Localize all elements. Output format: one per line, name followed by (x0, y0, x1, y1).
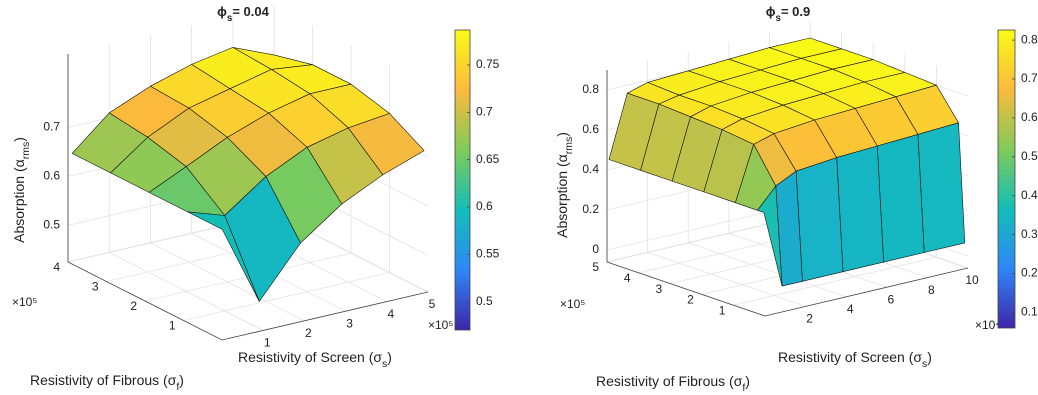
z-axis-label-part: Absorption (α (554, 154, 570, 238)
z-axis-label-part: Absorption (α (11, 159, 27, 243)
x-tick-label: 3 (346, 316, 353, 330)
y-axis-label-part: f (742, 382, 745, 394)
z-tick-label: 0.6 (43, 169, 60, 183)
colorbar-tick-label: 0.8 (1021, 32, 1038, 46)
x-tick-label: 2 (806, 312, 813, 326)
x-axis-label: Resistivity of Screen (σs) (238, 349, 392, 370)
y-axis-label: Resistivity of Fibrous (σf) (596, 373, 750, 394)
x-axis-label-part: ) (387, 349, 392, 365)
y-tick-label: 4 (624, 271, 631, 285)
surface-patch (795, 157, 844, 282)
y-axis-label-part: ) (179, 372, 184, 388)
colorbar-tick-label: 0.4 (1021, 188, 1038, 202)
x-exponent: ×10⁴ (975, 318, 1001, 332)
axis-line (606, 261, 969, 317)
colorbar-tick-label: 0.65 (476, 152, 500, 166)
y-tick-label: 1 (719, 303, 726, 317)
chart-title-part: = 0.04 (232, 4, 269, 19)
colorbar-tick-label: 0.7 (476, 105, 493, 119)
x-exponent: ×10⁵ (428, 318, 453, 332)
z-tick-label: 0.4 (582, 162, 599, 176)
axis-line (67, 261, 429, 341)
x-axis-label-part: Resistivity of Screen (σ (238, 349, 382, 365)
colorbar-tick-label: 0.5 (476, 294, 493, 308)
chart-title-part: ϕ (217, 4, 227, 19)
z-axis-label: Absorption (αrms) (11, 137, 32, 243)
y-axis-label-part: ) (745, 373, 750, 389)
surface-patch (876, 134, 925, 263)
x-tick-label: 4 (387, 307, 394, 321)
colorbar-tick-label: 0.3 (1021, 227, 1038, 241)
y-exponent: ×10⁵ (12, 295, 37, 309)
x-tick-label: 6 (887, 292, 894, 306)
colorbar-tick-label: 0.2 (1021, 266, 1038, 280)
y-tick-label: 1 (169, 319, 176, 333)
x-axis-label-part: s (922, 358, 927, 370)
z-tick-label: 0.2 (582, 202, 599, 216)
y-tick-label: 3 (92, 280, 99, 294)
colorbar-tick-label: 0.6 (476, 199, 493, 213)
z-axis-label-part: ) (11, 137, 27, 142)
z-axis-label-part: rms (20, 142, 32, 160)
colorbar-tick-label: 0.55 (476, 246, 500, 260)
y-exponent: ×10⁵ (560, 297, 585, 311)
y-axis-label-part: Resistivity of Fibrous (σ (596, 373, 743, 389)
surface-patch (757, 185, 783, 287)
y-axis-label: Resistivity of Fibrous (σf) (30, 372, 184, 393)
z-axis-label-part: ) (554, 132, 570, 137)
y-axis-label-part: f (176, 381, 179, 393)
z-tick-label: 0.7 (43, 120, 60, 134)
z-tick-label: 0 (592, 242, 599, 256)
colorbar (997, 29, 1016, 329)
y-tick-label: 4 (53, 260, 60, 274)
x-axis-label: Resistivity of Screen (σs) (778, 349, 932, 370)
z-tick-label: 0.5 (43, 217, 60, 231)
x-tick-label: 8 (928, 283, 935, 297)
x-axis-label-part: s (382, 358, 387, 370)
z-axis-label: Absorption (αrms) (554, 132, 575, 238)
surface-patch (836, 145, 884, 273)
colorbar-tick-label: 0.5 (1021, 149, 1038, 163)
z-tick-label: 0.8 (582, 82, 599, 96)
x-tick-label: 10 (965, 273, 979, 287)
colorbar-tick-label: 0.7 (1021, 71, 1038, 85)
colorbar-tick-label: 0.6 (1021, 110, 1038, 124)
x-axis-label-part: Resistivity of Screen (σ (778, 349, 922, 365)
x-tick-label: 4 (847, 302, 854, 316)
colorbar-tick-label: 0.1 (1021, 305, 1038, 319)
colorbar-tick-label: 0.75 (476, 57, 500, 71)
chart-title-part: s (227, 13, 233, 24)
y-tick-label: 2 (130, 299, 137, 313)
x-tick-label: 1 (264, 336, 271, 350)
surface-patch (187, 211, 260, 302)
colorbar (454, 29, 471, 331)
y-axis-label-part: Resistivity of Fibrous (σ (30, 372, 177, 388)
x-axis-label-part: ) (927, 349, 932, 365)
x-tick-label: 5 (429, 297, 436, 311)
chart-title-part: ϕ (766, 4, 776, 19)
y-tick-label: 3 (656, 282, 663, 296)
z-axis-label-part: rms (563, 137, 575, 155)
chart-title-part: = 0.9 (781, 4, 810, 19)
chart-title-part: s (776, 13, 782, 24)
surface-patch (917, 122, 966, 253)
y-tick-label: 5 (592, 260, 599, 274)
chart-title: ϕs= 0.9 (766, 4, 810, 24)
z-tick-label: 0.6 (582, 122, 599, 136)
y-tick-label: 2 (687, 293, 694, 307)
chart-title: ϕs= 0.04 (217, 4, 269, 24)
x-tick-label: 2 (305, 326, 312, 340)
